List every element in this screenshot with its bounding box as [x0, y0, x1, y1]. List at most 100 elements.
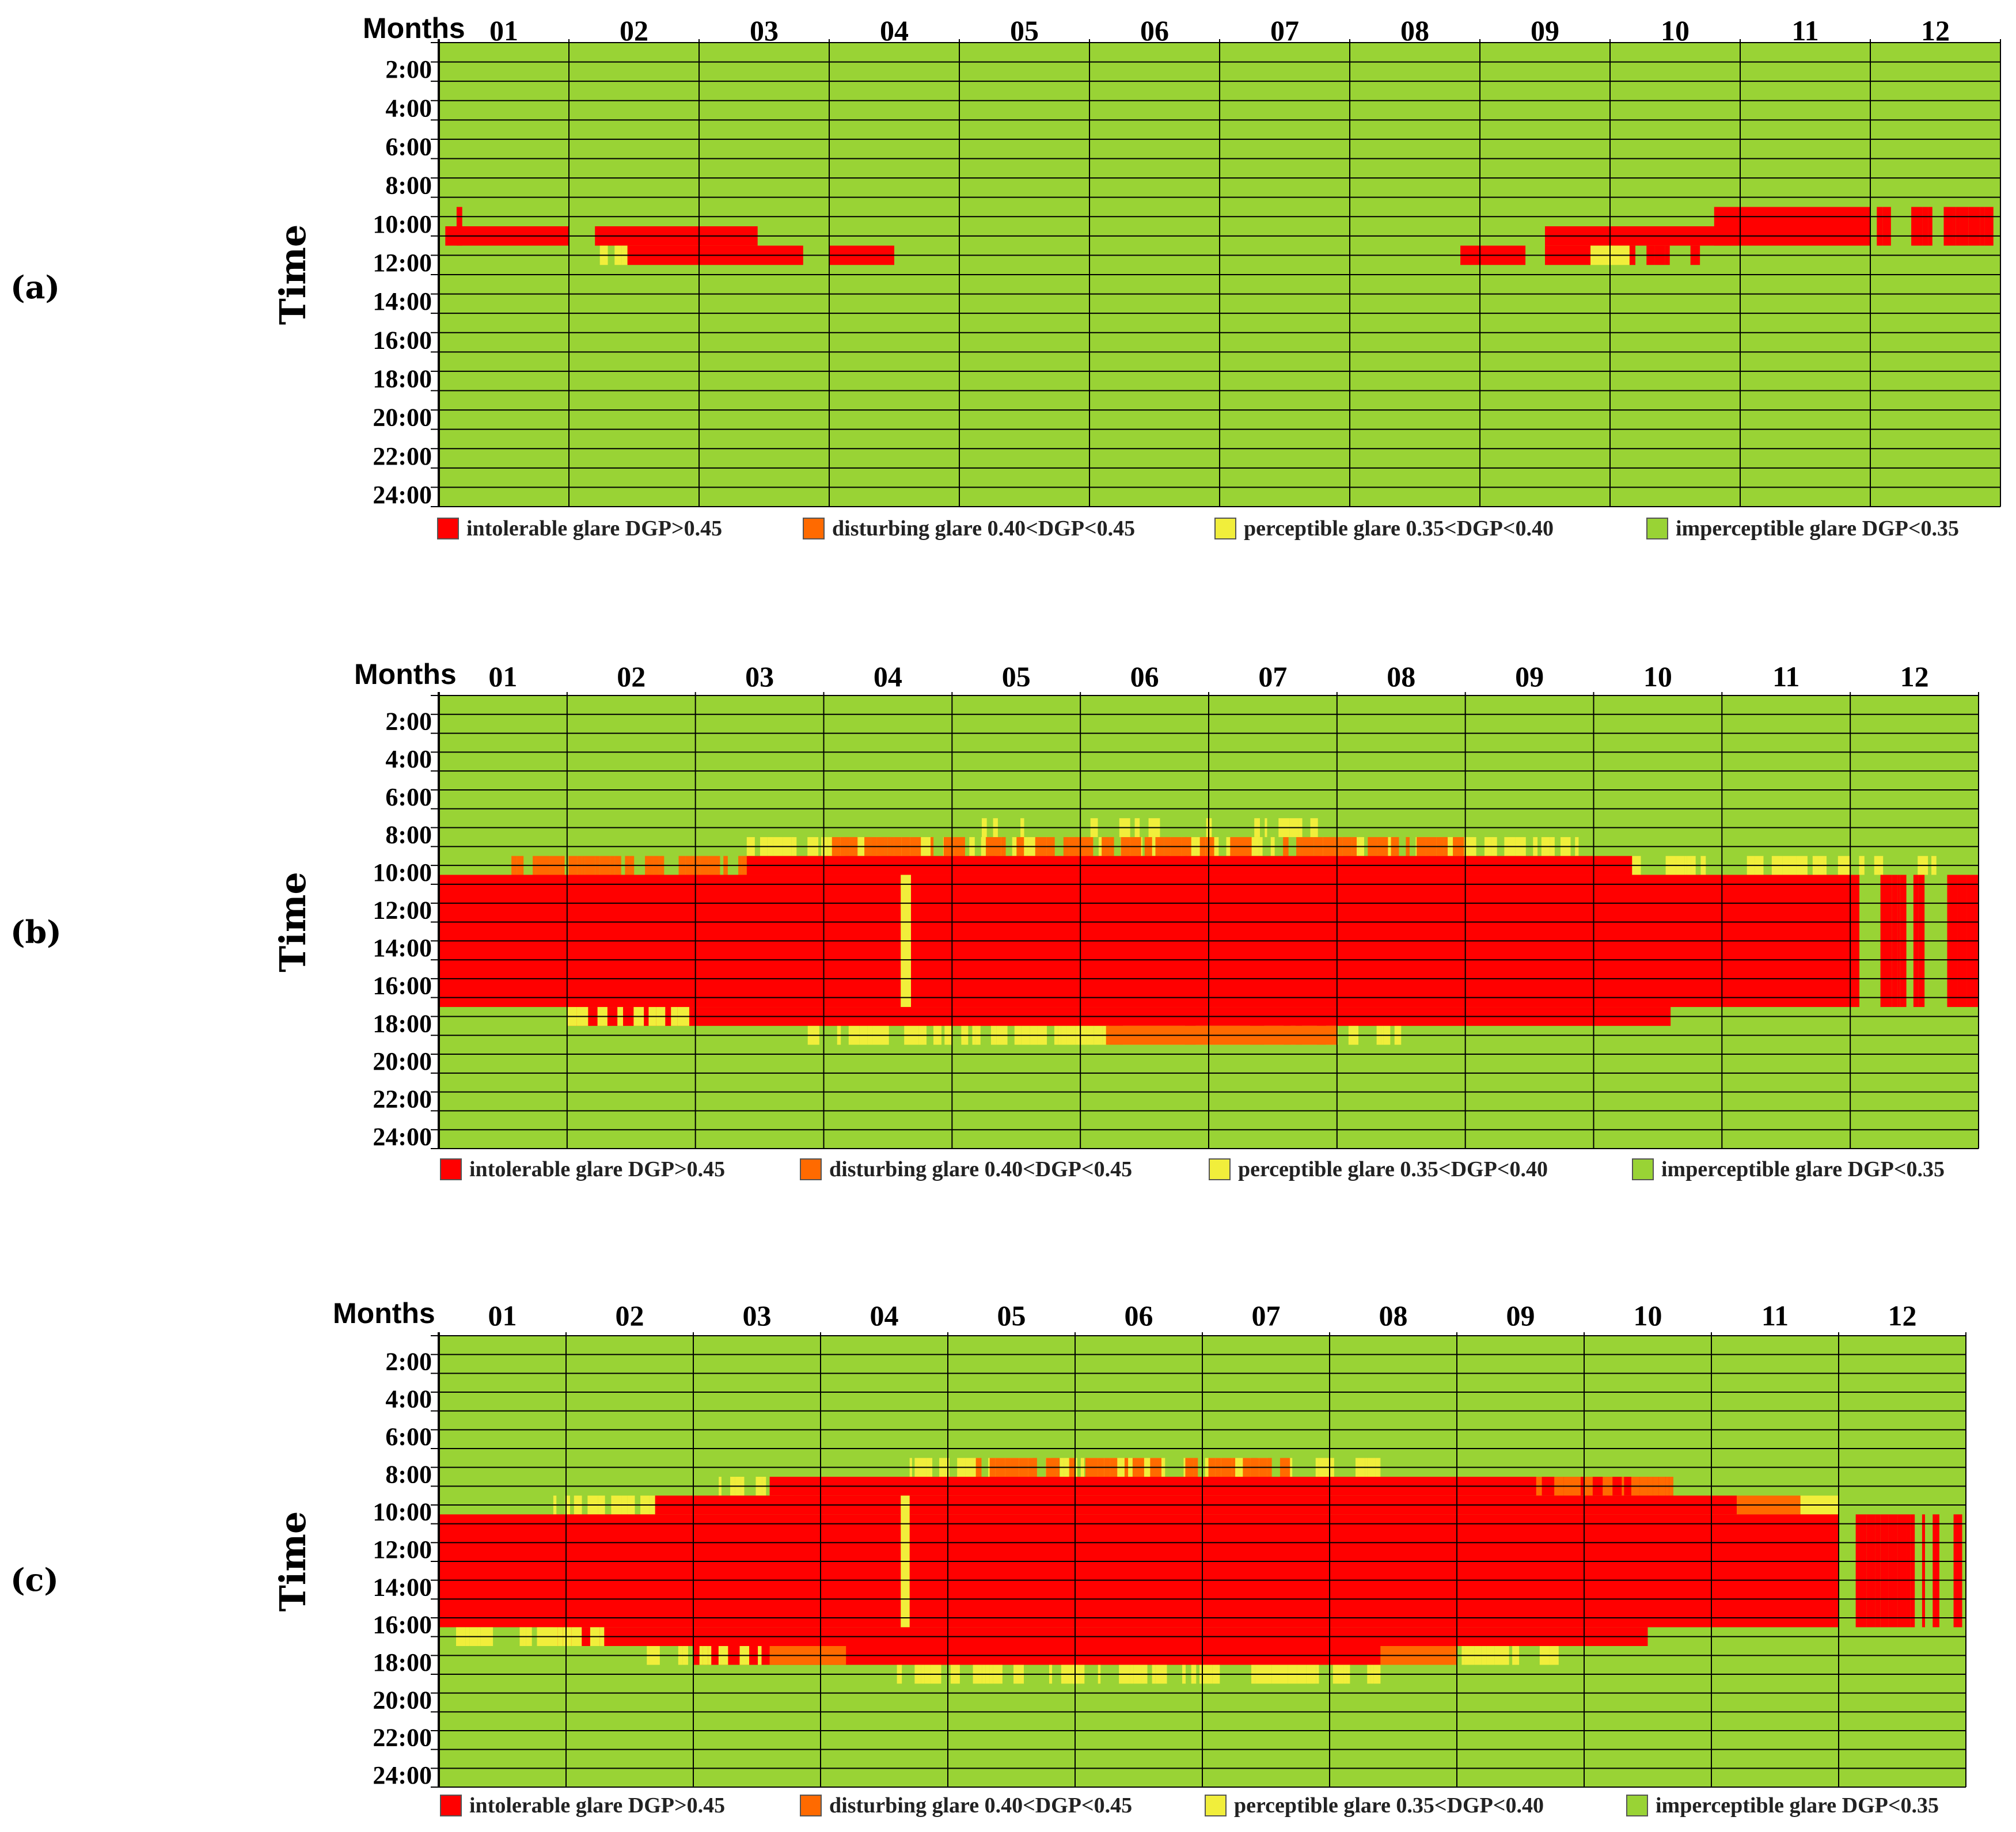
panel-label: (a) [10, 269, 60, 306]
glare-stripe [1855, 1514, 1867, 1628]
month-label: 07 [1258, 660, 1287, 693]
time-tick-label: 6:00 [385, 133, 432, 161]
legend-swatch-disturbing [803, 518, 825, 539]
time-tick-label: 24:00 [373, 1761, 432, 1789]
x-axis-title: Months [333, 1297, 435, 1329]
glare-band-intolerable [439, 1514, 1839, 1628]
month-label: 12 [1921, 14, 1950, 47]
legend-swatch-intolerable [440, 1158, 462, 1180]
legend-label-intolerable: intolerable glare DGP>0.45 [469, 1157, 725, 1181]
time-tick-label: 2:00 [385, 1347, 432, 1375]
month-label: 06 [1140, 14, 1169, 47]
glare-stripe [1875, 1514, 1881, 1628]
glare-band-intolerable [1714, 207, 1870, 246]
legend-label-disturbing: disturbing glare 0.40<DGP<0.45 [829, 1157, 1132, 1181]
time-tick-label: 12:00 [373, 249, 432, 277]
glare-stripe [1897, 1514, 1907, 1628]
glare-stripe [1866, 1514, 1875, 1628]
y-axis-label: Time [272, 1511, 314, 1612]
time-tick-label: 18:00 [373, 1648, 432, 1677]
time-tick-label: 22:00 [373, 1085, 432, 1113]
time-tick-label: 16:00 [373, 1611, 432, 1639]
time-tick-label: 4:00 [385, 745, 432, 773]
glare-stripe [1888, 1514, 1898, 1628]
glare-stripe [1910, 1514, 1915, 1628]
glare-stripe [1953, 207, 1956, 246]
glare-stripe [1943, 207, 1953, 246]
glare-stripe [1880, 1514, 1889, 1628]
month-label: 11 [1772, 660, 1799, 693]
month-label: 03 [745, 660, 774, 693]
month-label: 11 [1761, 1299, 1789, 1332]
time-tick-label: 24:00 [373, 481, 432, 509]
time-tick-label: 16:00 [373, 972, 432, 1000]
month-label: 03 [743, 1299, 772, 1332]
glare-stripe [1956, 207, 1960, 246]
glare-stripe [1968, 207, 1980, 246]
month-label: 01 [488, 660, 517, 693]
glare-stripe [1882, 207, 1891, 246]
glare-stripe [1980, 207, 1985, 246]
time-tick-label: 10:00 [373, 858, 432, 887]
glare-stripe [1922, 1514, 1925, 1628]
time-tick-label: 22:00 [373, 442, 432, 470]
legend-label-intolerable: intolerable glare DGP>0.45 [469, 1793, 725, 1818]
time-tick-label: 22:00 [373, 1724, 432, 1752]
month-label: 05 [997, 1299, 1026, 1332]
month-label: 10 [1634, 1299, 1662, 1332]
y-axis-label: Time [272, 872, 314, 972]
time-tick-label: 4:00 [385, 94, 432, 122]
month-label: 08 [1379, 1299, 1408, 1332]
time-tick-label: 4:00 [385, 1385, 432, 1413]
legend-swatch-perceptible [1205, 1795, 1227, 1816]
legend-label-imperceptible: imperceptible glare DGP<0.35 [1676, 516, 1959, 541]
month-label: 11 [1791, 14, 1818, 47]
time-tick-label: 8:00 [385, 820, 432, 849]
legend-label-imperceptible: imperceptible glare DGP<0.35 [1656, 1793, 1939, 1818]
time-tick-label: 2:00 [385, 55, 432, 83]
legend-label-perceptible: perceptible glare 0.35<DGP<0.40 [1234, 1793, 1544, 1818]
legend-swatch-imperceptible [1632, 1158, 1654, 1180]
month-label: 04 [880, 14, 909, 47]
time-tick-label: 8:00 [385, 172, 432, 200]
month-label: 01 [489, 14, 518, 47]
month-label: 05 [1002, 660, 1031, 693]
time-tick-label: 14:00 [373, 1573, 432, 1601]
glare-stripe [1877, 207, 1883, 246]
time-tick-label: 20:00 [373, 1047, 432, 1075]
month-label: 02 [617, 660, 646, 693]
panel-a: (a) Time Months 2:00 4:00 6:00 8:00 10:00 12:00 1… [10, 12, 2001, 541]
legend-swatch-disturbing [800, 1158, 822, 1180]
legend-swatch-perceptible [1214, 518, 1236, 539]
glare-stripe [1984, 207, 1994, 246]
legend-swatch-disturbing [800, 1795, 822, 1816]
legend-label-disturbing: disturbing glare 0.40<DGP<0.45 [832, 516, 1135, 541]
month-label: 06 [1125, 1299, 1153, 1332]
month-label: 03 [750, 14, 779, 47]
month-label: 09 [1506, 1299, 1535, 1332]
legend-label-imperceptible: imperceptible glare DGP<0.35 [1661, 1157, 1945, 1181]
month-label: 02 [620, 14, 648, 47]
y-axis-label: Time [272, 225, 314, 325]
time-tick-label: 10:00 [373, 210, 432, 238]
time-tick-label: 18:00 [373, 1009, 432, 1037]
time-tick-label: 18:00 [373, 365, 432, 393]
time-tick-label: 2:00 [385, 708, 432, 736]
legend-swatch-intolerable [437, 518, 459, 539]
glare-stripe [1953, 1514, 1962, 1628]
panel-label: (b) [10, 914, 62, 951]
glare-stripe [1933, 1514, 1939, 1628]
glare-stripe [1911, 207, 1923, 246]
month-label: 07 [1252, 1299, 1281, 1332]
time-tick-label: 8:00 [385, 1460, 432, 1488]
time-tick-label: 20:00 [373, 1686, 432, 1714]
time-tick-label: 10:00 [373, 1498, 432, 1526]
month-label: 04 [870, 1299, 899, 1332]
time-tick-label: 6:00 [385, 1423, 432, 1451]
glare-stripe [1960, 207, 1969, 246]
legend-label-disturbing: disturbing glare 0.40<DGP<0.45 [829, 1793, 1132, 1818]
legend-swatch-imperceptible [1646, 518, 1668, 539]
time-tick-label: 6:00 [385, 783, 432, 811]
legend-label-intolerable: intolerable glare DGP>0.45 [466, 516, 722, 541]
month-label: 05 [1010, 14, 1039, 47]
